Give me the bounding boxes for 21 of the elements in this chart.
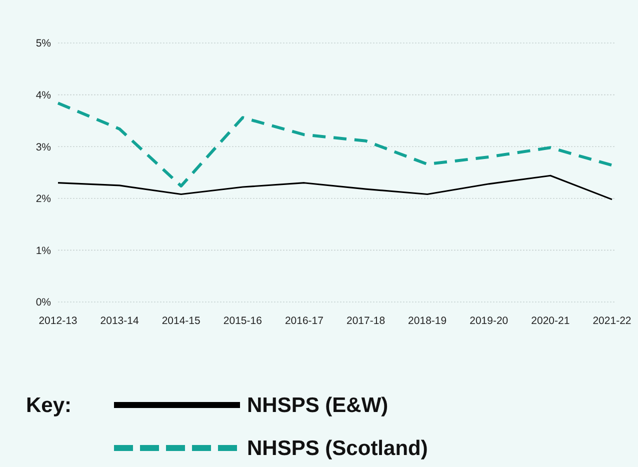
x-tick-label: 2013-14: [100, 315, 139, 327]
x-tick-label: 2015-16: [223, 315, 262, 327]
y-tick-label: 4%: [36, 89, 51, 102]
legend-title: Key:: [26, 394, 72, 417]
x-tick-label: 2019-20: [470, 315, 508, 327]
y-tick-label: 0%: [36, 296, 51, 309]
y-tick-label: 3%: [36, 141, 51, 154]
x-tick-label: 2016-17: [284, 315, 324, 327]
line-series: [56, 102, 614, 188]
y-tick-label: 2%: [36, 193, 51, 206]
y-tick-label: 5%: [36, 38, 51, 50]
x-tick-label: 2014-15: [162, 315, 201, 327]
legend-label: NHSPS (Scotland): [247, 437, 428, 460]
x-tick-label: 2020-21: [531, 315, 570, 327]
legend-label: NHSPS (E&W): [247, 394, 388, 417]
line-series: [57, 174, 613, 200]
x-tick-label: 2018-19: [408, 315, 447, 327]
y-tick-label: 1%: [36, 244, 51, 257]
x-tick-label: 2021-22: [592, 315, 632, 327]
x-tick-label: 2017-18: [346, 315, 386, 327]
x-tick-label: 2012-13: [38, 315, 78, 327]
